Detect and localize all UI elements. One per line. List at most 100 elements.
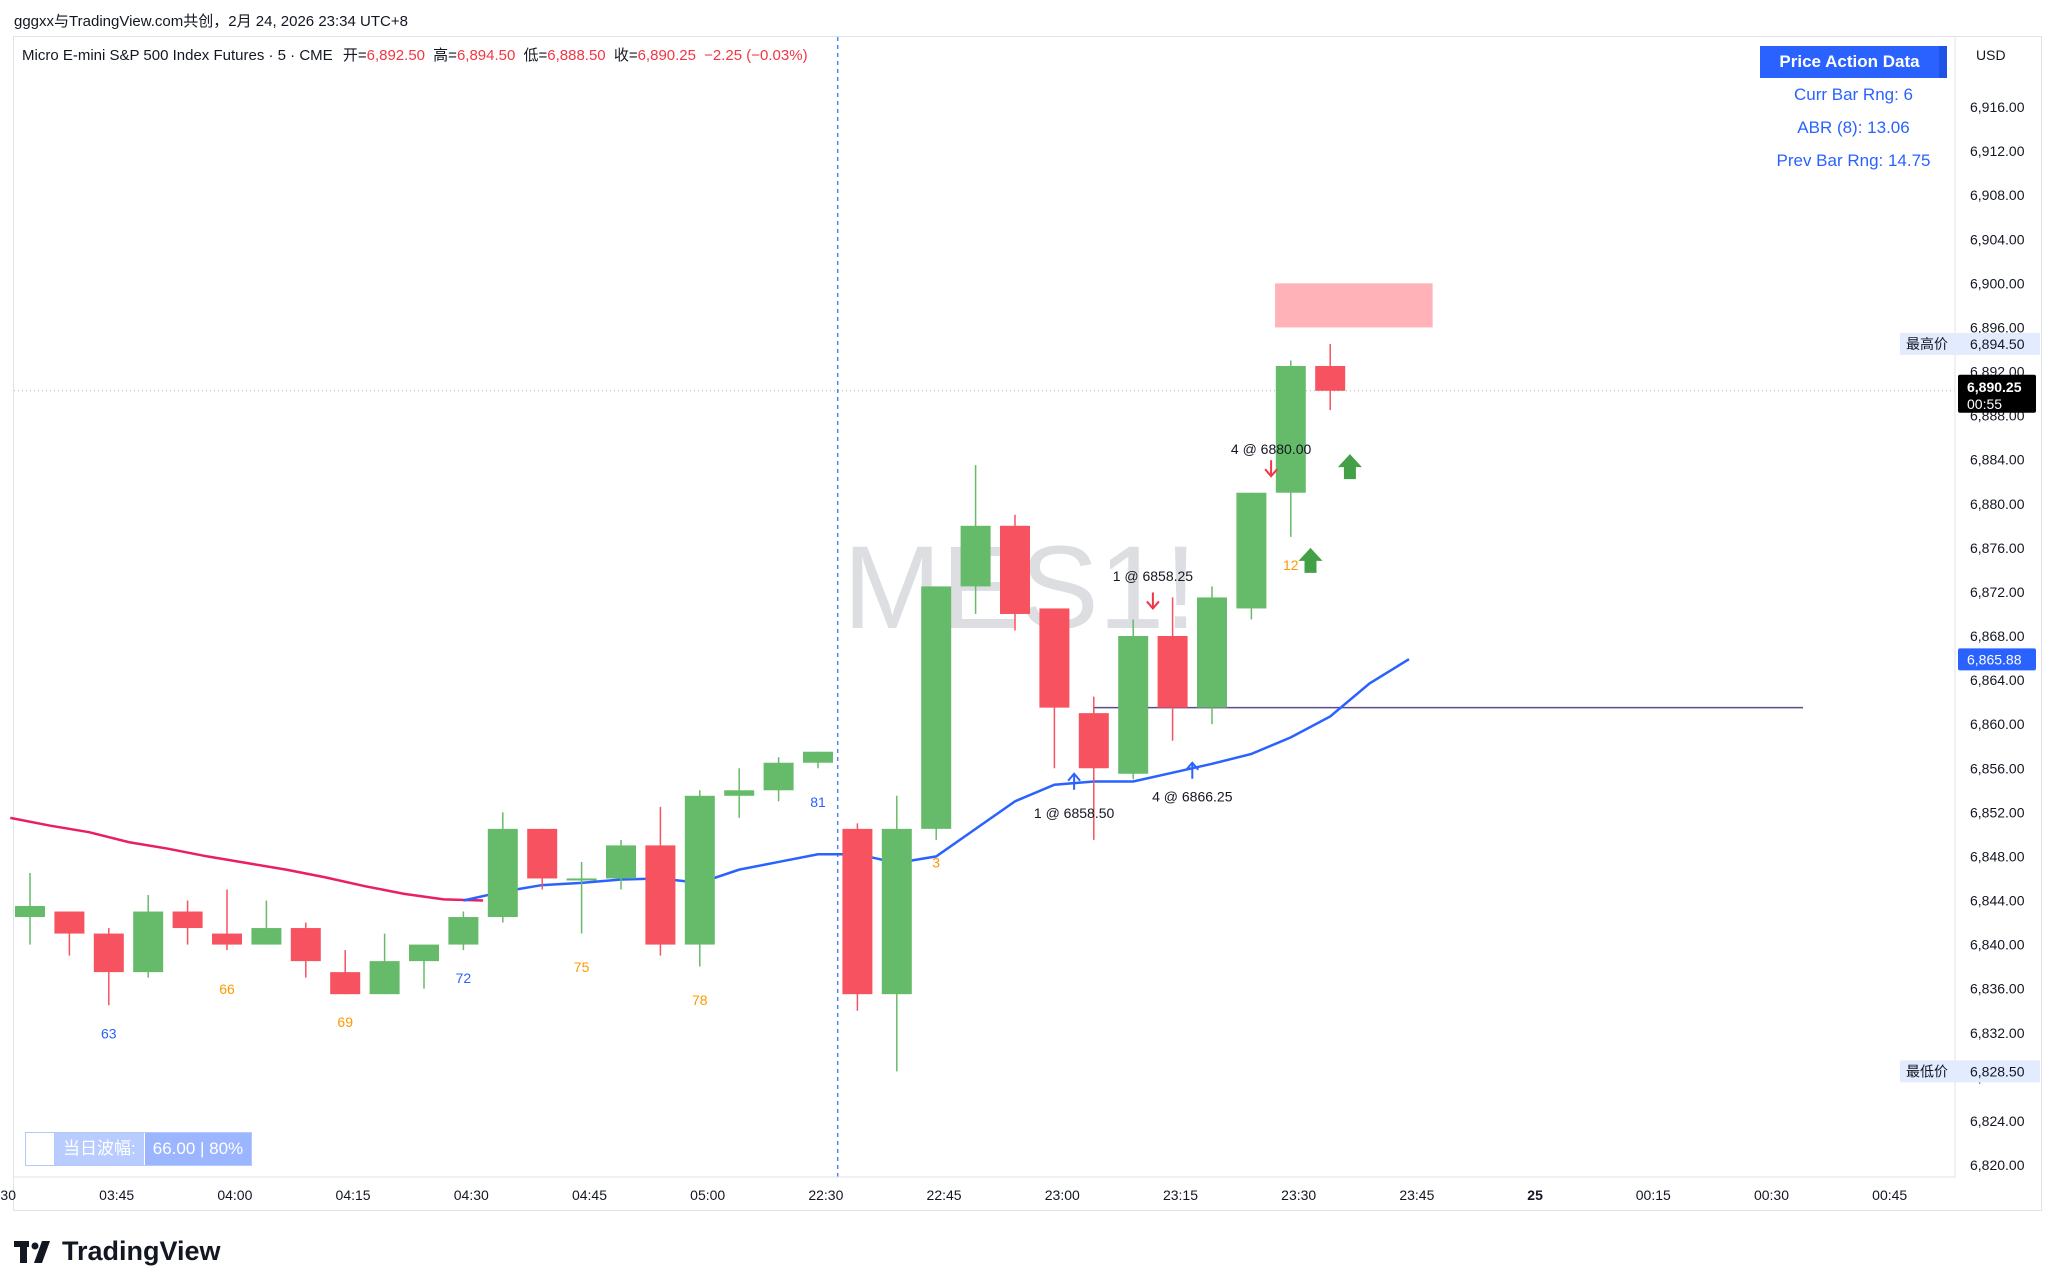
lowest-price: 最低价 6,828.50 — [1900, 1060, 2040, 1083]
candle — [251, 900, 282, 945]
highest-price: 最高价 6,894.50 — [1900, 332, 2040, 355]
price-action-panel: Price Action Data Curr Bar Rng: 6 ABR (8… — [1760, 46, 1947, 177]
price-tick-label: 6,860.00 — [1970, 716, 2025, 732]
bar-count-label: 63 — [101, 1025, 117, 1041]
price-tick-label: 6,864.00 — [1970, 672, 2025, 688]
ema-line-red — [10, 816, 484, 902]
bar-count-label: 81 — [810, 794, 826, 810]
change-value: −2.25 (−0.03%) — [704, 47, 808, 64]
currency-label: USD — [1976, 47, 2006, 63]
bar-count-label: 72 — [456, 970, 472, 986]
candle-body — [1078, 713, 1109, 769]
price-tick-label: 6,856.00 — [1970, 760, 2025, 776]
candle — [1157, 597, 1188, 741]
signal-arrow-up-icon — [1337, 454, 1362, 480]
lowest-price-value: 6,828.50 — [1970, 1063, 2025, 1079]
candle — [1000, 514, 1030, 631]
candle — [960, 465, 991, 614]
trade-arrow-down-icon — [1264, 460, 1278, 478]
ema-value-bg — [1958, 648, 2036, 671]
candle — [212, 889, 242, 951]
candle — [1275, 360, 1306, 537]
price-tick-label: 6,868.00 — [1970, 628, 2025, 644]
candle-body — [409, 944, 439, 962]
bar-count-label: 3 — [932, 854, 940, 870]
candle — [93, 928, 124, 1006]
last-price-bg — [1958, 374, 2036, 413]
candle — [645, 806, 676, 956]
candle-body — [1315, 365, 1346, 391]
open-value: 6,892.50 — [366, 47, 425, 64]
signal-arrow-up-icon — [1298, 547, 1323, 573]
time-tick-label: 23:15 — [1163, 1187, 1198, 1203]
tradingview-logo[interactable]: TradingView — [14, 1236, 221, 1267]
candle — [763, 757, 794, 802]
candle-body — [842, 828, 873, 995]
target-zone-box — [1275, 283, 1433, 328]
candle-body — [527, 828, 558, 879]
time-tick-label: 03:30 — [0, 1187, 16, 1203]
candle-body — [645, 845, 676, 945]
candle-body — [1236, 492, 1267, 609]
candle — [1315, 343, 1346, 411]
ema-value-tag: 6,865.88 — [1958, 648, 2036, 671]
trade-arrow-up-icon — [1185, 761, 1200, 779]
candle-body — [724, 790, 755, 796]
symbol-legend[interactable]: Micro E-mini S&P 500 Index Futures · 5 ·… — [22, 44, 808, 65]
candle — [172, 900, 203, 945]
candle — [448, 911, 479, 951]
time-tick-label: 03:45 — [99, 1187, 134, 1203]
tradingview-logo-icon — [14, 1240, 50, 1263]
candle — [1039, 608, 1070, 769]
highest-price-bg — [1900, 332, 2040, 355]
close-label: 收= — [613, 47, 638, 64]
time-tick-label: 23:30 — [1281, 1187, 1316, 1203]
price-tick-label: 6,896.00 — [1970, 319, 2025, 335]
chart-frame — [13, 36, 2042, 1211]
candle-body — [763, 762, 794, 791]
bar-count-label: 66 — [219, 981, 235, 997]
daily-range-badge[interactable]: 当日波幅: 66.00 | 80% — [25, 1132, 253, 1166]
time-tick-label: 23:00 — [1045, 1187, 1080, 1203]
price-tick-label: 6,908.00 — [1970, 187, 2025, 203]
price-tick-label: 6,876.00 — [1970, 540, 2025, 556]
candle-body — [1118, 636, 1149, 774]
prev-bar-range: Prev Bar Rng: 14.75 — [1776, 151, 1931, 170]
trade-label: 1 @ 6858.25 — [1113, 568, 1194, 584]
high-label: 高= — [433, 47, 457, 64]
candle-body — [212, 933, 242, 945]
price-tick-label: 6,904.00 — [1970, 231, 2025, 247]
candle — [803, 751, 833, 769]
price-tick-label: 6,884.00 — [1970, 452, 2025, 468]
arrow-head — [1146, 600, 1160, 610]
candle — [1078, 696, 1109, 840]
candle-body — [15, 906, 45, 918]
price-tick-label: 6,872.00 — [1970, 584, 2025, 600]
time-tick-label: 04:15 — [336, 1187, 371, 1203]
candle-body — [921, 586, 952, 829]
bar-count-label: 78 — [692, 992, 708, 1008]
candle-body — [133, 911, 164, 973]
candle — [330, 950, 361, 995]
price-tick-label: 6,840.00 — [1970, 937, 2025, 953]
candle-body — [251, 928, 282, 945]
time-tick-label: 22:45 — [927, 1187, 962, 1203]
brand-name: TradingView — [62, 1236, 221, 1266]
candle — [133, 894, 164, 978]
candle — [369, 933, 400, 995]
candle-body — [684, 795, 715, 945]
abr-value: ABR (8): 13.06 — [1797, 118, 1910, 137]
candles-group — [15, 343, 1346, 1072]
time-tick-label: 05:00 — [690, 1187, 725, 1203]
open-label: 开= — [342, 47, 367, 64]
bar-countdown: 00:55 — [1967, 396, 2002, 412]
candle-body — [960, 525, 991, 587]
time-tick-label: 25 — [1527, 1187, 1543, 1203]
time-tick-label: 00:15 — [1636, 1187, 1671, 1203]
time-tick-label: 00:45 — [1872, 1187, 1907, 1203]
lowest-price-label: 最低价 — [1906, 1063, 1948, 1079]
candle — [606, 839, 636, 890]
